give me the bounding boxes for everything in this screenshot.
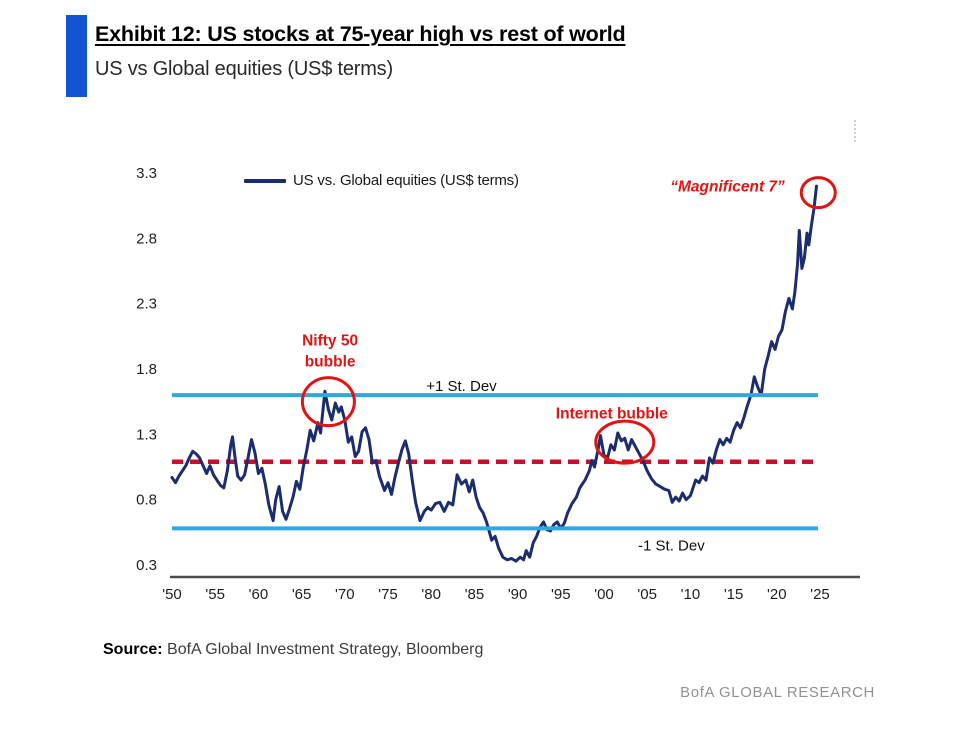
- x-tick-label: '25: [810, 586, 830, 603]
- x-tick-label: '75: [378, 586, 398, 603]
- x-tick-label: '60: [249, 586, 269, 603]
- y-tick-label: 0.3: [136, 557, 157, 574]
- series-line: [170, 184, 818, 563]
- annotation-nifty-50-bubble-circle: [300, 376, 356, 428]
- x-tick-label: '00: [594, 586, 614, 603]
- x-tick-label: '05: [637, 586, 657, 603]
- annotation-magnificent-7-text: “Magnificent 7”: [670, 178, 785, 195]
- x-tick-label: '55: [205, 586, 225, 603]
- source-text: BofA Global Investment Strategy, Bloombe…: [162, 641, 484, 658]
- x-tick-label: '50: [162, 586, 182, 603]
- y-tick-label: 1.3: [136, 426, 157, 443]
- x-tick-label: '95: [551, 586, 571, 603]
- y-tick-label: 1.8: [136, 361, 157, 378]
- annotation-nifty-50-bubble-text: bubble: [305, 353, 356, 370]
- legend-line-swatch: [244, 178, 286, 183]
- faint-dotted-artifact: [854, 120, 856, 142]
- source-label: Source:: [103, 641, 163, 658]
- x-tick-label: '65: [292, 586, 312, 603]
- exhibit-title: Exhibit 12: US stocks at 75-year high vs…: [95, 22, 626, 46]
- title-accent-bar: [66, 15, 87, 97]
- chart-legend: US vs. Global equities (US$ terms): [244, 172, 519, 189]
- x-tick-label: '85: [465, 586, 485, 603]
- x-tick-label: '15: [724, 586, 744, 603]
- x-tick-label: '90: [508, 586, 528, 603]
- x-tick-label: '20: [767, 586, 787, 603]
- y-tick-label: 2.3: [136, 296, 157, 313]
- exhibit-subtitle: US vs Global equities (US$ terms): [95, 58, 393, 80]
- plus-1-stdev-label: +1 St. Dev: [426, 378, 497, 395]
- minus-1-stdev-label: -1 St. Dev: [638, 538, 705, 555]
- x-tick-label: '70: [335, 586, 355, 603]
- y-tick-label: 0.8: [136, 492, 157, 509]
- annotation-magnificent-7-circle: [799, 176, 837, 210]
- source-line: Source: BofA Global Investment Strategy,…: [103, 641, 483, 659]
- x-tick-label: '10: [681, 586, 701, 603]
- x-tick-label: '80: [421, 586, 441, 603]
- annotation-nifty-50-bubble-text: Nifty 50: [302, 332, 358, 349]
- legend-label: US vs. Global equities (US$ terms): [293, 172, 519, 189]
- annotation-internet-bubble-text: Internet bubble: [556, 406, 668, 423]
- y-tick-label: 2.8: [136, 230, 157, 247]
- annotation-internet-bubble-circle: [594, 419, 656, 465]
- brand-footer: BofA GLOBAL RESEARCH: [680, 684, 875, 701]
- y-tick-label: 3.3: [136, 165, 157, 182]
